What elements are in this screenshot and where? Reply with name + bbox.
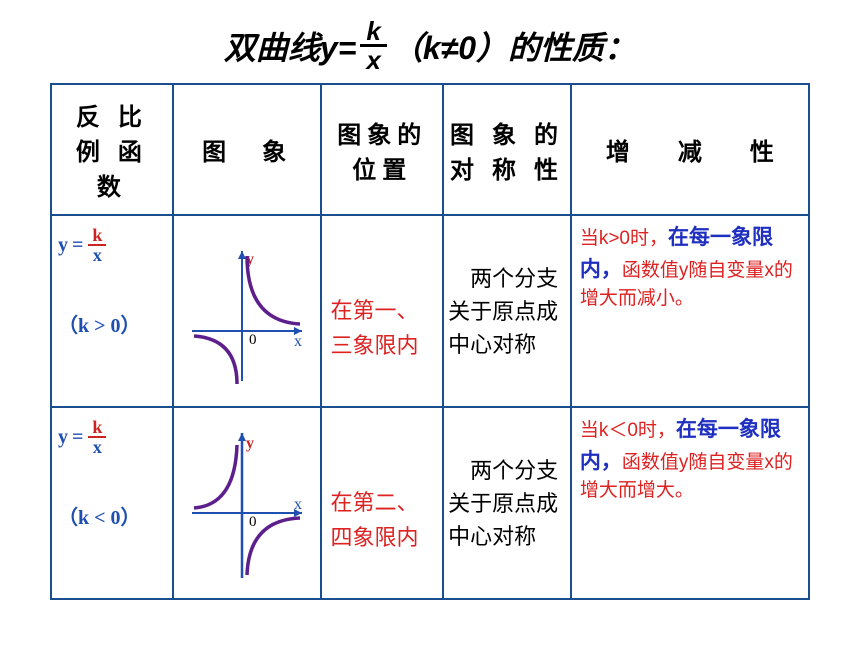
svg-text:x: x xyxy=(294,333,302,350)
graph-kpos: y x 0 xyxy=(182,236,312,386)
row-k-negative: y = k x （k < 0） y x 0 在第二、四象限内 xyxy=(51,407,809,599)
title-post: （k≠0）的性质： xyxy=(391,23,636,69)
symmetry-kpos: 两个分支关于原点成中心对称 xyxy=(443,215,571,407)
header-function: 反 比 例 函 数 xyxy=(51,84,173,215)
frac-numer: k xyxy=(360,18,386,47)
header-row: 反 比 例 函 数 图 象 图象的 位置 图 象 的 对 称 性 增 减 性 xyxy=(51,84,809,215)
condition-kneg: （k < 0） xyxy=(58,501,166,530)
header-symmetry: 图 象 的 对 称 性 xyxy=(443,84,571,215)
formula-kpos: y = k x xyxy=(58,226,166,264)
symmetry-kneg: 两个分支关于原点成中心对称 xyxy=(443,407,571,599)
title-pre: 双曲线y= xyxy=(224,23,357,69)
frac-denom: x xyxy=(360,47,386,73)
title-fraction: k x xyxy=(360,18,386,73)
monotone-kneg: 当k＜0时，在每一象限内，函数值y随自变量x的增大而增大。 xyxy=(571,407,809,599)
graph-kneg: y x 0 xyxy=(182,423,312,583)
svg-text:x: x xyxy=(294,496,302,513)
header-monotone: 增 减 性 xyxy=(571,84,809,215)
condition-kpos: （k > 0） xyxy=(58,309,166,338)
position-kneg: 在第二、四象限内 xyxy=(321,407,443,599)
properties-table: 反 比 例 函 数 图 象 图象的 位置 图 象 的 对 称 性 增 减 性 y… xyxy=(50,83,810,600)
row-k-positive: y = k x （k > 0） y x 0 在第一、三象限内 xyxy=(51,215,809,407)
header-graph: 图 象 xyxy=(173,84,322,215)
header-position: 图象的 位置 xyxy=(321,84,443,215)
table-container: 反 比 例 函 数 图 象 图象的 位置 图 象 的 对 称 性 增 减 性 y… xyxy=(50,83,810,600)
svg-text:y: y xyxy=(246,435,254,452)
position-kpos: 在第一、三象限内 xyxy=(321,215,443,407)
svg-text:0: 0 xyxy=(249,514,257,530)
monotone-kpos: 当k>0时，在每一象限内，函数值y随自变量x的增大而减小。 xyxy=(571,215,809,407)
svg-text:0: 0 xyxy=(249,332,257,348)
formula-kneg: y = k x xyxy=(58,418,166,456)
page-title: 双曲线y= k x （k≠0）的性质： xyxy=(0,18,860,73)
